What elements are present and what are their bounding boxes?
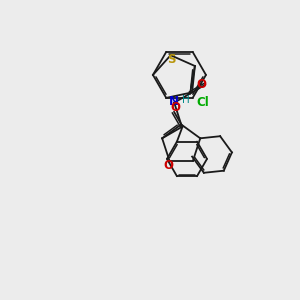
Text: H: H — [182, 95, 189, 105]
Text: N: N — [169, 95, 179, 108]
Text: O: O — [170, 100, 180, 113]
Text: O: O — [164, 160, 174, 172]
Text: O: O — [197, 78, 207, 91]
Text: Cl: Cl — [197, 96, 209, 109]
Text: S: S — [167, 53, 176, 66]
